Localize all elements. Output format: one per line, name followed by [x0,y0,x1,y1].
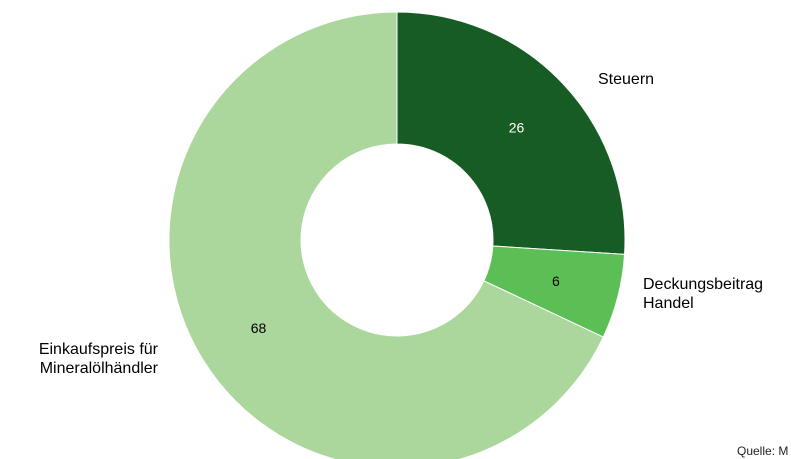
slice-3 [168,11,604,459]
category-labels: Steuern Deckungsbeitrag Handel Einkaufsprei… [39,71,763,377]
category-label-line: Mineralölhändler [40,360,159,377]
category-label-2: Deckungsbeitrag Handel [643,276,763,312]
category-label-1: Steuern [598,71,654,88]
source-note: Quelle: M [737,444,788,458]
slice-1 [396,11,626,255]
category-label-line: Steuern [598,71,654,88]
category-label-3: Einkaufspreis für Mineralölhändler [39,341,159,377]
category-label-line: Deckungsbeitrag [643,276,763,293]
category-label-line: Handel [643,295,694,312]
value-label-1: 26 [509,120,525,136]
slices [168,11,626,459]
value-label-3: 68 [251,320,267,336]
category-label-line: Einkaufspreis für [39,341,159,358]
value-labels: 26 6 68 [251,120,560,336]
value-label-2: 6 [552,273,560,289]
